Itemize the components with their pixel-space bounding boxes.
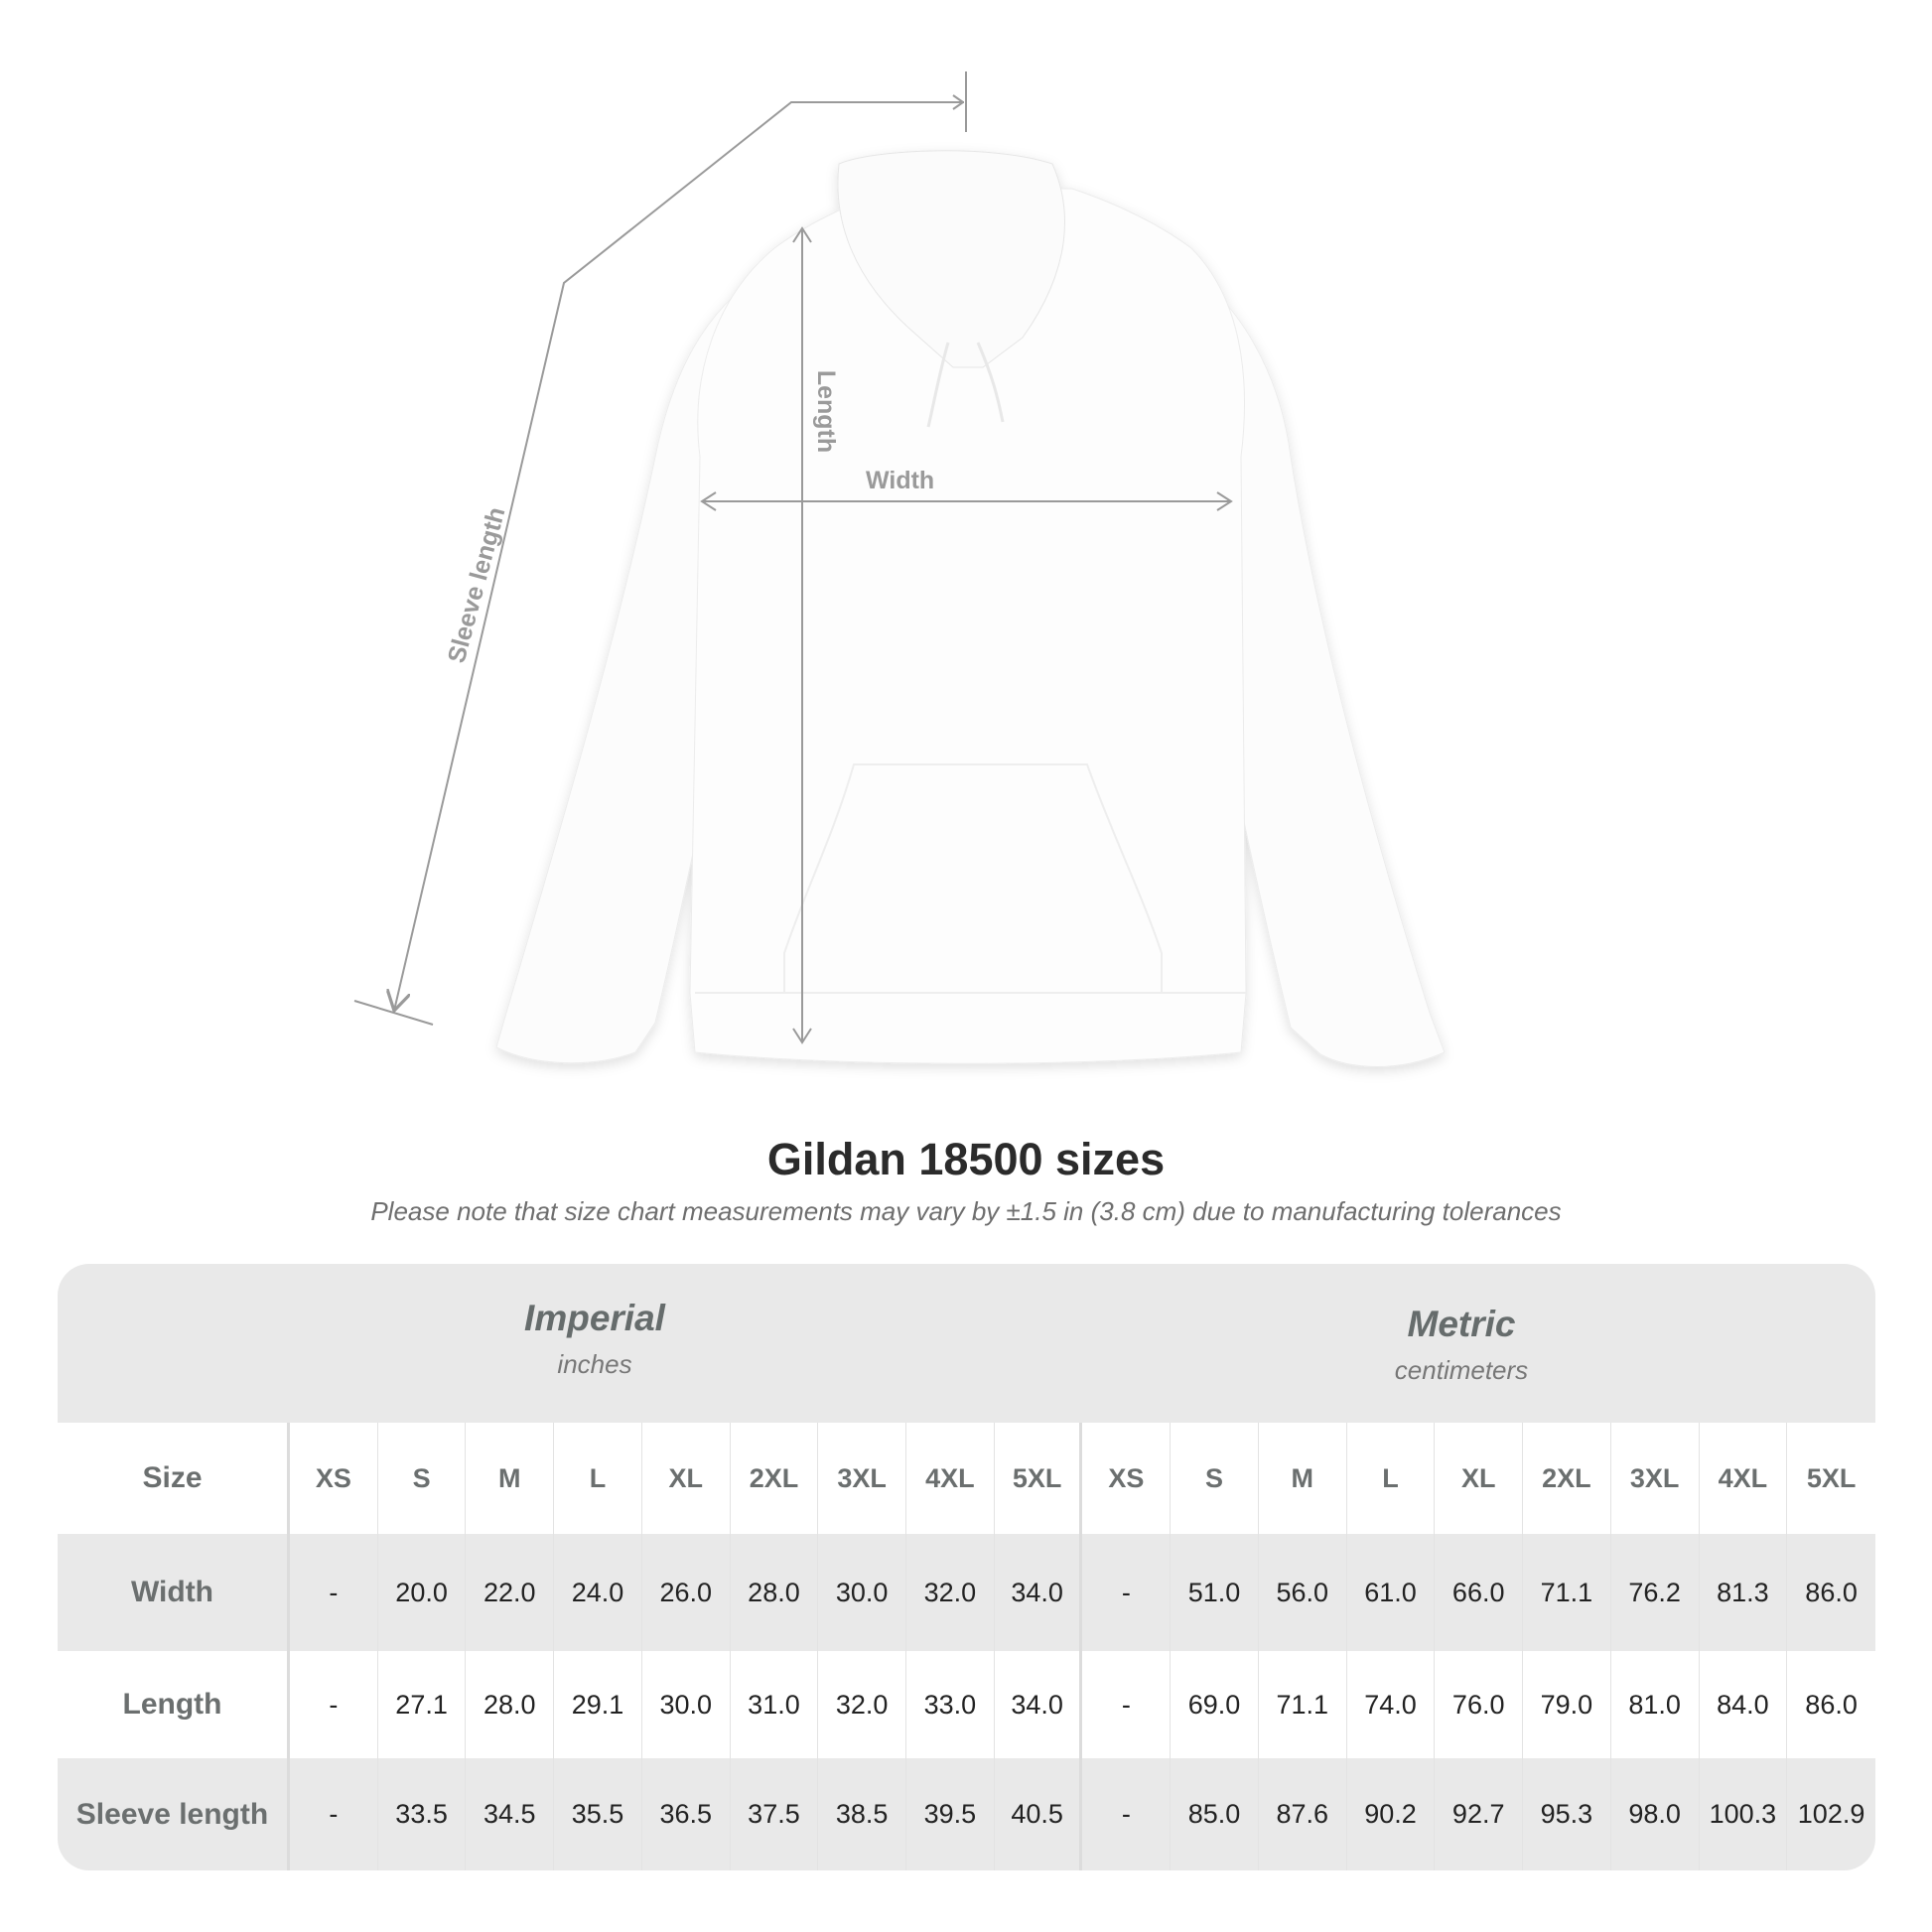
row-label: Sleeve length bbox=[58, 1758, 290, 1870]
imperial-value-cell: 29.1 bbox=[554, 1651, 642, 1758]
imperial-value-cell: - bbox=[290, 1758, 378, 1870]
metric-title: Metric bbox=[1407, 1304, 1516, 1344]
metric-value-cell: 74.0 bbox=[1347, 1651, 1436, 1758]
table-row: Sleeve length -33.5 34.5 35.5 36.5 37.5 38.5 39… bbox=[58, 1758, 1875, 1870]
metric-value-cell: 95.3 bbox=[1523, 1758, 1611, 1870]
imperial-value-cell: 34.0 bbox=[995, 1651, 1083, 1758]
metric-value-cell: - bbox=[1082, 1534, 1172, 1651]
width-label: Width bbox=[866, 467, 935, 494]
row-label: Size bbox=[58, 1423, 290, 1534]
page-title: Gildan 18500 sizes bbox=[766, 1134, 1166, 1184]
length-line bbox=[792, 226, 812, 1044]
metric-value-cell: 66.0 bbox=[1435, 1534, 1524, 1651]
table-row: Width -20.0 22.0 24.0 26.0 28.0 30.0 32.0 34.0-5… bbox=[58, 1534, 1875, 1651]
metric-value-cell: 81.0 bbox=[1611, 1651, 1700, 1758]
imperial-value-cell: - bbox=[290, 1534, 378, 1651]
metric-size-header: 2XL bbox=[1523, 1423, 1611, 1534]
metric-value-cell: 86.0 bbox=[1805, 1577, 1858, 1607]
imperial-value-cell: 32.0 bbox=[906, 1534, 995, 1651]
width-line bbox=[700, 491, 1233, 511]
metric-value-cell: 100.3 bbox=[1700, 1758, 1788, 1870]
size-table: Imperial inches Metric centimeters Size X… bbox=[58, 1264, 1875, 1870]
metric-value-cell: 85.0 bbox=[1171, 1758, 1259, 1870]
row-label: Length bbox=[58, 1651, 290, 1758]
imperial-value-cell: 36.5 bbox=[642, 1758, 731, 1870]
imperial-value-cell: 33.0 bbox=[906, 1651, 995, 1758]
imperial-value-cell: 34.0 bbox=[995, 1534, 1083, 1651]
metric-value-cell: 86.0 bbox=[1805, 1689, 1858, 1720]
metric-value-cell: 98.0 bbox=[1611, 1758, 1700, 1870]
metric-size-header: 5XL bbox=[1806, 1462, 1857, 1493]
imperial-value-cell: 30.0 bbox=[642, 1651, 731, 1758]
metric-size-header: XS bbox=[1082, 1423, 1172, 1534]
metric-value-cell: 51.0 bbox=[1171, 1534, 1259, 1651]
imperial-value-cell: 40.5 bbox=[995, 1758, 1083, 1870]
imperial-value-cell: 30.0 bbox=[818, 1534, 907, 1651]
imperial-value-cell: 38.5 bbox=[818, 1758, 907, 1870]
imperial-value-cell: 32.0 bbox=[818, 1651, 907, 1758]
imperial-size-header: S bbox=[378, 1423, 467, 1534]
metric-value-cell: 92.7 bbox=[1435, 1758, 1524, 1870]
imperial-unit: inches bbox=[557, 1349, 632, 1379]
length-label: Length bbox=[812, 369, 841, 454]
metric-value-cell: - bbox=[1082, 1651, 1172, 1758]
metric-value-cell: 84.0 bbox=[1700, 1651, 1788, 1758]
imperial-size-header: XL bbox=[642, 1423, 731, 1534]
metric-size-header: S bbox=[1171, 1423, 1259, 1534]
metric-value-cell: 61.0 bbox=[1347, 1534, 1436, 1651]
metric-value-cell: 76.2 bbox=[1611, 1534, 1700, 1651]
metric-value-cell: 56.0 bbox=[1259, 1534, 1347, 1651]
metric-value-cell: 69.0 bbox=[1171, 1651, 1259, 1758]
metric-unit: centimeters bbox=[1394, 1355, 1529, 1385]
imperial-value-cell: 22.0 bbox=[466, 1534, 555, 1651]
row-label: Width bbox=[58, 1534, 290, 1651]
metric-size-header: XL bbox=[1435, 1423, 1524, 1534]
imperial-size-header: 3XL bbox=[818, 1423, 907, 1534]
hoodie-illustration bbox=[353, 71, 1446, 1067]
imperial-size-header: 2XL bbox=[731, 1423, 819, 1534]
metric-size-header: 4XL bbox=[1700, 1423, 1788, 1534]
metric-size-header: 3XL bbox=[1611, 1423, 1700, 1534]
imperial-value-cell: 33.5 bbox=[378, 1758, 467, 1870]
header-band bbox=[58, 1264, 1875, 1423]
imperial-value-cell: - bbox=[290, 1651, 378, 1758]
metric-value-cell: 102.9 bbox=[1797, 1799, 1865, 1829]
sleeve-length-line bbox=[353, 71, 967, 1026]
metric-value-cell: 71.1 bbox=[1259, 1651, 1347, 1758]
imperial-size-header: 4XL bbox=[906, 1423, 995, 1534]
imperial-value-cell: 28.0 bbox=[731, 1534, 819, 1651]
imperial-value-cell: 34.5 bbox=[466, 1758, 555, 1870]
imperial-value-cell: 28.0 bbox=[466, 1651, 555, 1758]
imperial-value-cell: 26.0 bbox=[642, 1534, 731, 1651]
imperial-title: Imperial bbox=[524, 1298, 665, 1338]
imperial-value-cell: 27.1 bbox=[378, 1651, 467, 1758]
imperial-size-header: L bbox=[554, 1423, 642, 1534]
imperial-size-header: XS bbox=[290, 1423, 378, 1534]
imperial-value-cell: 37.5 bbox=[731, 1758, 819, 1870]
metric-size-header: L bbox=[1347, 1423, 1436, 1534]
imperial-value-cell: 24.0 bbox=[554, 1534, 642, 1651]
metric-value-cell: 87.6 bbox=[1259, 1758, 1347, 1870]
imperial-value-cell: 35.5 bbox=[554, 1758, 642, 1870]
metric-value-cell: 90.2 bbox=[1347, 1758, 1436, 1870]
metric-value-cell: - bbox=[1082, 1758, 1172, 1870]
metric-value-cell: 79.0 bbox=[1523, 1651, 1611, 1758]
imperial-value-cell: 31.0 bbox=[731, 1651, 819, 1758]
metric-size-header: M bbox=[1259, 1423, 1347, 1534]
imperial-size-header: M bbox=[466, 1423, 555, 1534]
metric-value-cell: 76.0 bbox=[1435, 1651, 1524, 1758]
imperial-value-cell: 20.0 bbox=[378, 1534, 467, 1651]
metric-header: Metric centimeters bbox=[1213, 1304, 1710, 1386]
imperial-value-cell: 39.5 bbox=[906, 1758, 995, 1870]
imperial-size-header: 5XL bbox=[995, 1423, 1083, 1534]
imperial-header: Imperial inches bbox=[346, 1298, 843, 1380]
size-header-row: Size XS S M L XL 2XL 3XL 4XL 5XL XS S M L XL 2XL 3XL 4XL 5… bbox=[58, 1423, 1875, 1534]
table-row: Length -27.1 28.0 29.1 30.0 31.0 32.0 33.0 34.0-… bbox=[58, 1651, 1875, 1758]
metric-value-cell: 71.1 bbox=[1523, 1534, 1611, 1651]
metric-value-cell: 81.3 bbox=[1700, 1534, 1788, 1651]
hoodie-shape bbox=[495, 150, 1446, 1067]
tolerance-note: Please note that size chart measurements… bbox=[370, 1196, 1562, 1226]
